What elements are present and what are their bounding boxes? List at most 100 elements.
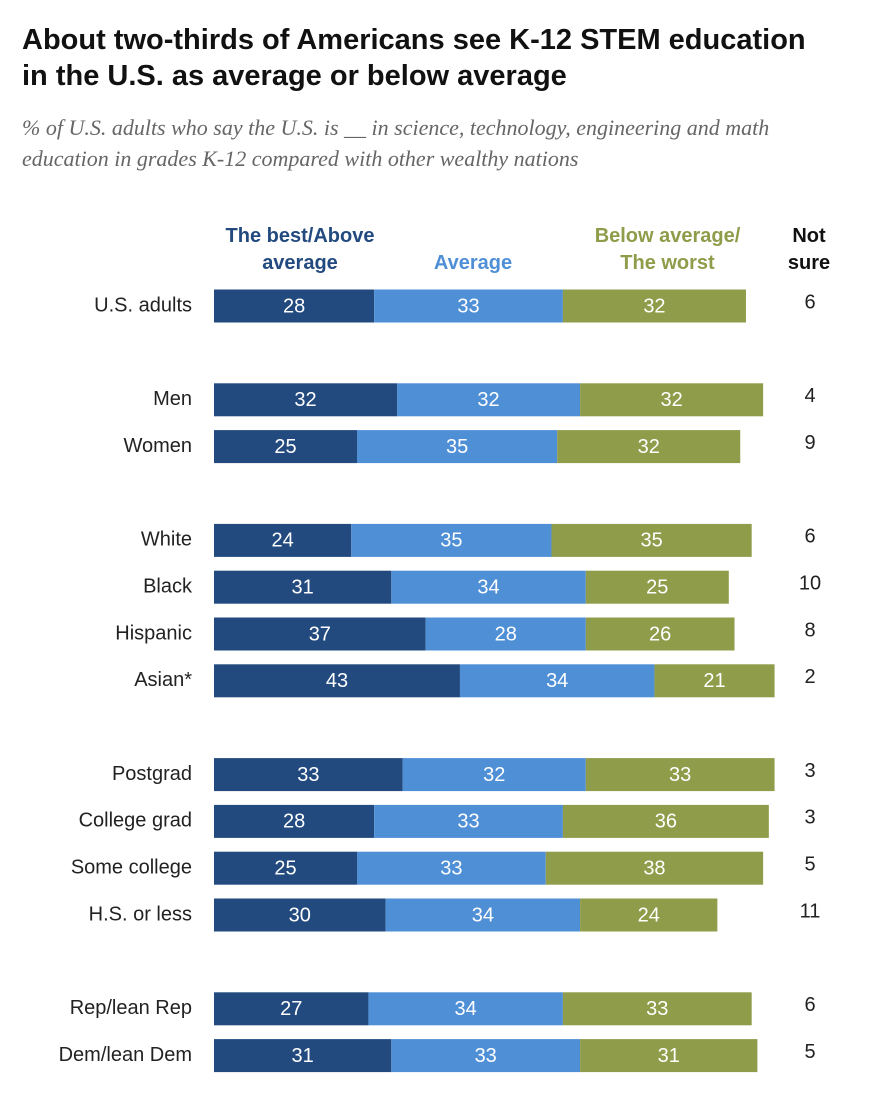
value-label: 32 bbox=[477, 389, 499, 411]
legend-entry: The best/Above average bbox=[225, 225, 375, 274]
value-label: 28 bbox=[283, 295, 305, 317]
category-label: Men bbox=[153, 388, 192, 410]
value-label: 28 bbox=[495, 623, 517, 645]
not-sure-value: 5 bbox=[804, 853, 815, 875]
value-label: 32 bbox=[294, 389, 316, 411]
value-label: 33 bbox=[457, 295, 479, 317]
value-label: 36 bbox=[655, 811, 677, 833]
value-label: 31 bbox=[292, 576, 314, 598]
not-sure-value: 2 bbox=[804, 666, 815, 688]
bar-segment bbox=[562, 992, 752, 1026]
value-label: 32 bbox=[660, 389, 682, 411]
category-label: Postgrad bbox=[112, 763, 192, 785]
value-label: 34 bbox=[477, 576, 499, 598]
bar-segment bbox=[580, 898, 718, 932]
bar-segment bbox=[357, 851, 546, 885]
bar-segment bbox=[374, 804, 563, 838]
not-sure-value: 6 bbox=[804, 994, 815, 1016]
value-label: 33 bbox=[457, 811, 479, 833]
category-label: College grad bbox=[79, 810, 192, 832]
not-sure-value: 6 bbox=[804, 526, 815, 548]
value-label: 33 bbox=[440, 857, 462, 879]
value-label: 24 bbox=[272, 530, 294, 552]
bar-segment bbox=[214, 383, 398, 417]
chart-subtitle: % of U.S. adults who say the U.S. is __ … bbox=[22, 115, 770, 171]
bar-segment bbox=[368, 992, 563, 1026]
not-sure-value: 10 bbox=[799, 572, 821, 594]
bar-segment bbox=[357, 430, 558, 464]
bar-segment bbox=[425, 617, 586, 651]
value-label: 31 bbox=[292, 1045, 314, 1067]
value-label: 33 bbox=[669, 764, 691, 786]
not-sure-value: 11 bbox=[800, 900, 821, 922]
bar-segment bbox=[580, 1039, 758, 1073]
bar-segment bbox=[585, 758, 775, 792]
bar-segment bbox=[391, 1039, 581, 1073]
bar-segment bbox=[214, 758, 403, 792]
bar-segment bbox=[545, 851, 764, 885]
bar-segment bbox=[580, 383, 764, 417]
bar-segment bbox=[214, 664, 460, 698]
value-label: 38 bbox=[643, 857, 665, 879]
category-label: Women bbox=[123, 435, 192, 457]
value-label: 25 bbox=[274, 436, 296, 458]
bar-segment bbox=[585, 617, 735, 651]
bar-segment bbox=[214, 289, 375, 323]
bar-segment bbox=[654, 664, 775, 698]
bar-segment bbox=[214, 804, 375, 838]
value-label: 34 bbox=[546, 670, 568, 692]
bar-segment bbox=[397, 383, 581, 417]
value-label: 32 bbox=[643, 295, 665, 317]
legend-entry: Not sure bbox=[787, 225, 831, 274]
value-label: 33 bbox=[475, 1045, 497, 1067]
value-label: 27 bbox=[280, 998, 302, 1020]
value-label: 37 bbox=[309, 623, 331, 645]
not-sure-value: 4 bbox=[804, 385, 815, 407]
value-label: 35 bbox=[446, 436, 468, 458]
bar-segment bbox=[562, 289, 746, 323]
value-label: 30 bbox=[289, 904, 311, 926]
category-label: Dem/lean Dem bbox=[59, 1044, 192, 1066]
bar-segment bbox=[585, 570, 729, 604]
not-sure-value: 8 bbox=[804, 619, 815, 641]
value-label: 34 bbox=[455, 998, 477, 1020]
bar-segment bbox=[214, 570, 392, 604]
value-label: 21 bbox=[703, 670, 725, 692]
bar-segment bbox=[391, 570, 586, 604]
value-label: 25 bbox=[274, 857, 296, 879]
legend-entry: Below average/ The worst bbox=[594, 225, 741, 274]
value-label: 24 bbox=[638, 904, 660, 926]
bar-segment bbox=[459, 664, 655, 698]
value-label: 34 bbox=[472, 904, 494, 926]
bar-segment bbox=[214, 1039, 392, 1073]
bar-segment bbox=[374, 289, 563, 323]
category-label: White bbox=[141, 529, 192, 551]
bar-segment bbox=[351, 523, 552, 557]
value-label: 43 bbox=[326, 670, 348, 692]
value-label: 32 bbox=[483, 764, 505, 786]
bar-segment bbox=[214, 851, 357, 885]
bar-segment bbox=[402, 758, 586, 792]
not-sure-value: 3 bbox=[804, 760, 815, 782]
value-label: 32 bbox=[638, 436, 660, 458]
category-label: Rep/lean Rep bbox=[70, 997, 192, 1019]
value-label: 33 bbox=[646, 998, 668, 1020]
bar-segment bbox=[214, 523, 352, 557]
bar-segment bbox=[557, 430, 741, 464]
bar-segment bbox=[214, 617, 426, 651]
bar-segment bbox=[551, 523, 752, 557]
value-label: 28 bbox=[283, 811, 305, 833]
category-label: U.S. adults bbox=[94, 294, 192, 316]
value-label: 25 bbox=[646, 576, 668, 598]
bar-segment bbox=[385, 898, 581, 932]
category-label: Some college bbox=[71, 856, 192, 878]
bar-segment bbox=[214, 430, 357, 464]
category-label: Hispanic bbox=[115, 622, 192, 644]
value-label: 35 bbox=[440, 530, 462, 552]
category-label: Black bbox=[143, 575, 193, 597]
chart-title: About two-thirds of Americans see K-12 S… bbox=[22, 24, 806, 92]
category-label: Asian* bbox=[134, 669, 192, 691]
not-sure-value: 9 bbox=[804, 432, 815, 454]
